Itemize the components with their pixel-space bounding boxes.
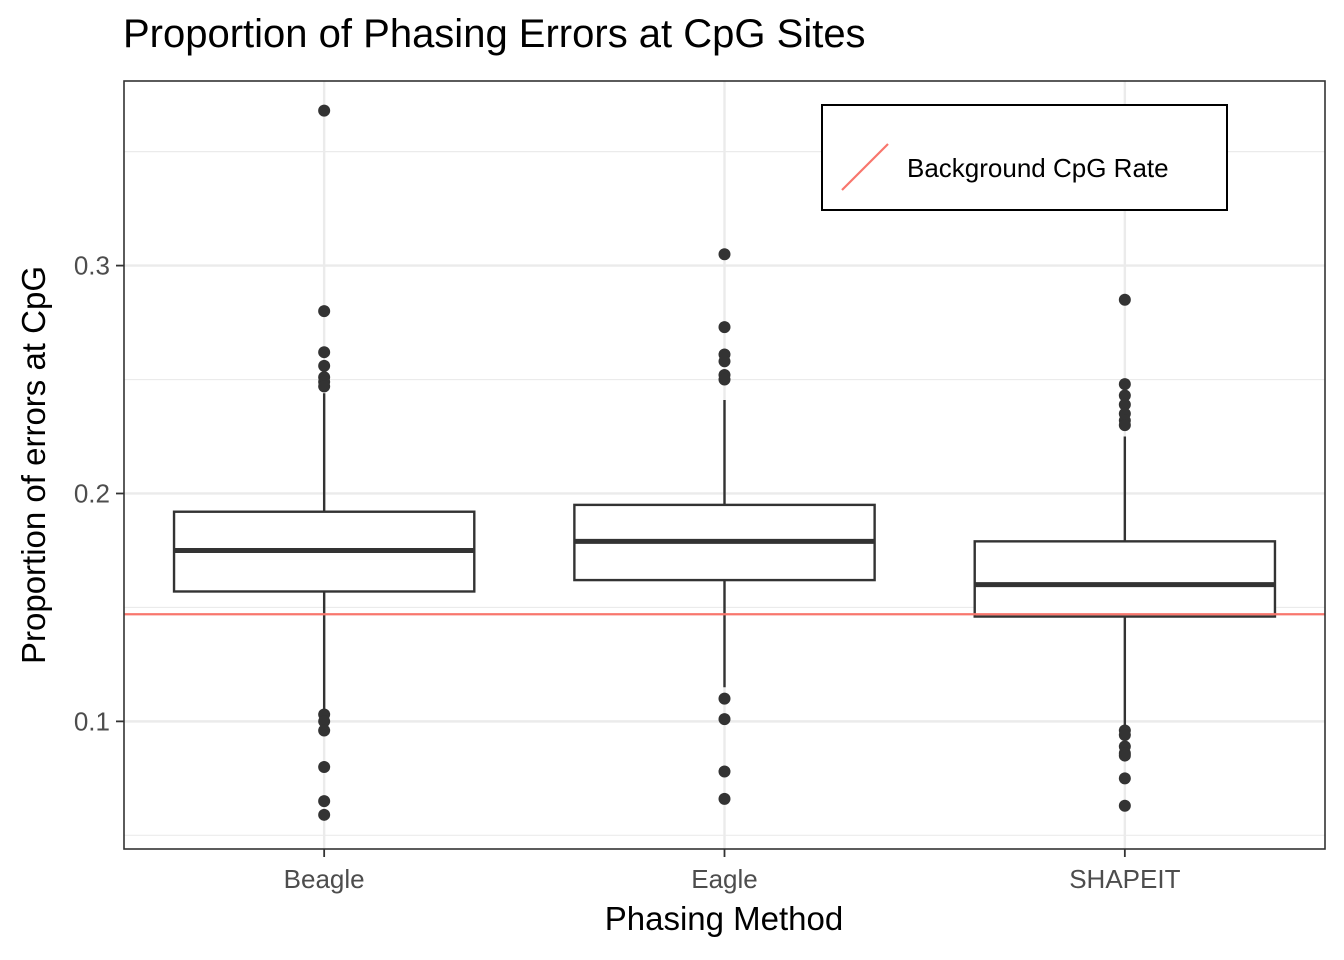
outlier-point	[318, 715, 331, 728]
outlier-point	[718, 713, 731, 726]
outlier-point	[1118, 799, 1131, 812]
x-tick-label: Beagle	[284, 864, 365, 894]
outlier-point	[1118, 729, 1131, 742]
outlier-point	[718, 692, 731, 705]
y-tick-label: 0.3	[74, 251, 110, 281]
x-axis-title: Phasing Method	[604, 900, 844, 937]
legend-box	[821, 104, 1228, 211]
outlier-point	[718, 355, 731, 368]
outlier-point	[318, 724, 331, 737]
box-iqr	[973, 540, 1277, 618]
outlier-point	[1118, 389, 1131, 402]
x-tick-label: SHAPEIT	[1069, 864, 1180, 894]
outlier-point	[1118, 419, 1131, 432]
outlier-point	[718, 248, 731, 261]
legend-label: Background CpG Rate	[907, 153, 1169, 183]
outlier-point	[1118, 378, 1131, 391]
outlier-point	[318, 346, 331, 359]
outlier-point	[718, 373, 731, 386]
chart-title: Proportion of Phasing Errors at CpG Site…	[123, 12, 866, 56]
outlier-point	[318, 808, 331, 821]
outlier-point	[1118, 398, 1131, 411]
outlier-point	[718, 792, 731, 805]
legend-key	[841, 143, 889, 191]
y-tick-label: 0.1	[74, 706, 110, 736]
outlier-point	[318, 305, 331, 318]
outlier-point	[1118, 293, 1131, 306]
outlier-point	[318, 104, 331, 117]
x-tick-label: Eagle	[691, 864, 758, 894]
outlier-point	[718, 321, 731, 334]
outlier-point	[1118, 749, 1131, 762]
outlier-point	[318, 380, 331, 393]
outlier-point	[318, 760, 331, 773]
outlier-point	[1118, 772, 1131, 785]
outlier-point	[318, 359, 331, 372]
outlier-point	[718, 765, 731, 778]
y-tick-label: 0.2	[74, 478, 110, 508]
outlier-point	[318, 795, 331, 808]
